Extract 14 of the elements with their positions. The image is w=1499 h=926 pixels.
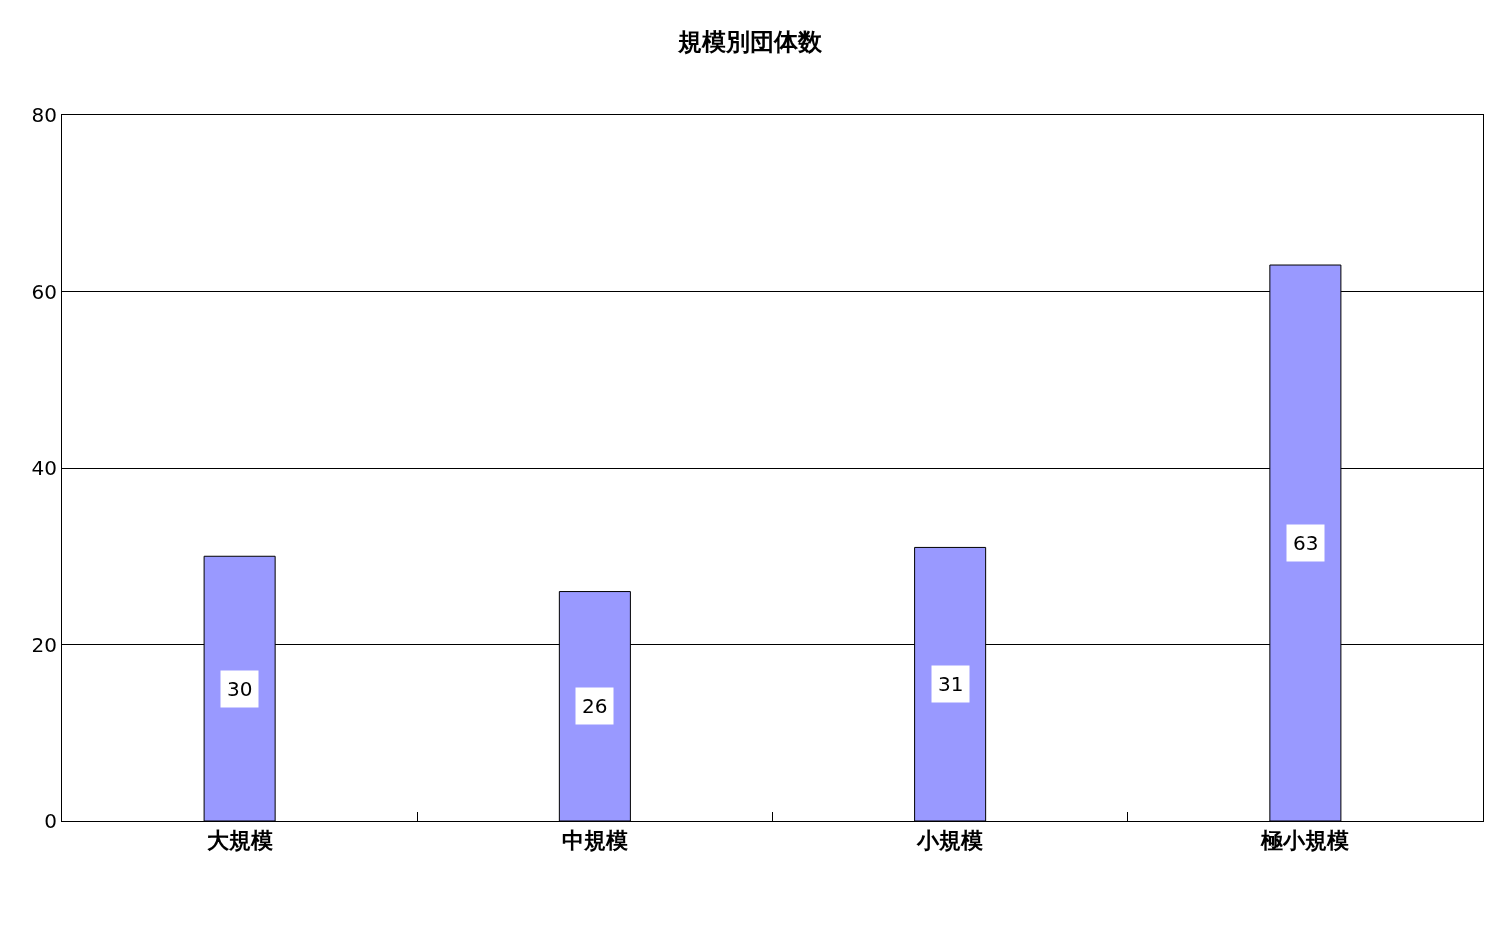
x-tick-label: 中規模 [561,828,628,854]
y-tick-label: 40 [31,456,57,480]
data-label: 30 [227,677,253,701]
y-tick-label: 20 [31,632,57,657]
y-tick-label: 0 [44,809,57,833]
y-tick-label: 60 [31,279,57,304]
data-label: 63 [1293,531,1319,555]
data-label: 31 [938,672,964,696]
y-tick-label: 80 [31,103,57,127]
chart-title: 規模別団体数 [676,28,823,57]
x-tick-label: 大規模 [206,828,273,854]
x-tick-label: 極小規模 [1260,828,1350,854]
x-tick-label: 小規模 [916,828,984,854]
data-label: 26 [582,694,608,718]
